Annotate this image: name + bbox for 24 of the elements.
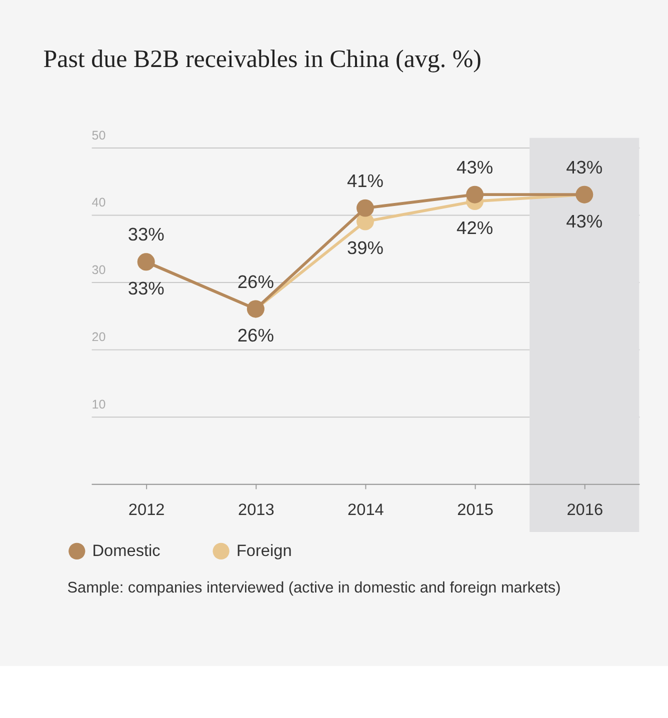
data-label: 43% (566, 210, 603, 232)
data-label: 26% (237, 270, 274, 292)
legend-label: Domestic (92, 542, 160, 560)
x-tick-label: 2014 (348, 501, 384, 520)
data-label: 41% (346, 170, 384, 191)
legend-label: Foreign (236, 542, 292, 560)
text: Sample: companies interviewed (active in domestic and foreign markets) (67, 580, 561, 597)
data-label: 43% (566, 156, 603, 178)
data-label: 43% (456, 156, 494, 178)
y-tick-label: 20 (92, 330, 106, 344)
data-label: 26% (237, 324, 274, 346)
y-tick-label: 10 (92, 397, 106, 412)
data-label: 39% (346, 237, 384, 258)
y-tick-label: 50 (92, 128, 106, 142)
data-label: 33% (128, 278, 164, 299)
x-tick-label: 2015 (457, 501, 494, 520)
x-tick-label: 2016 (566, 501, 604, 520)
chart-title: Past due B2B receivables in China (avg. %) (43, 46, 482, 73)
y-tick-label: 30 (92, 262, 106, 277)
y-tick-label: 40 (92, 196, 106, 210)
x-tick-label: 2013 (238, 501, 274, 520)
data-label: 33% (128, 224, 164, 245)
x-tick-label: 2012 (128, 501, 165, 520)
data-label: 42% (456, 217, 494, 238)
